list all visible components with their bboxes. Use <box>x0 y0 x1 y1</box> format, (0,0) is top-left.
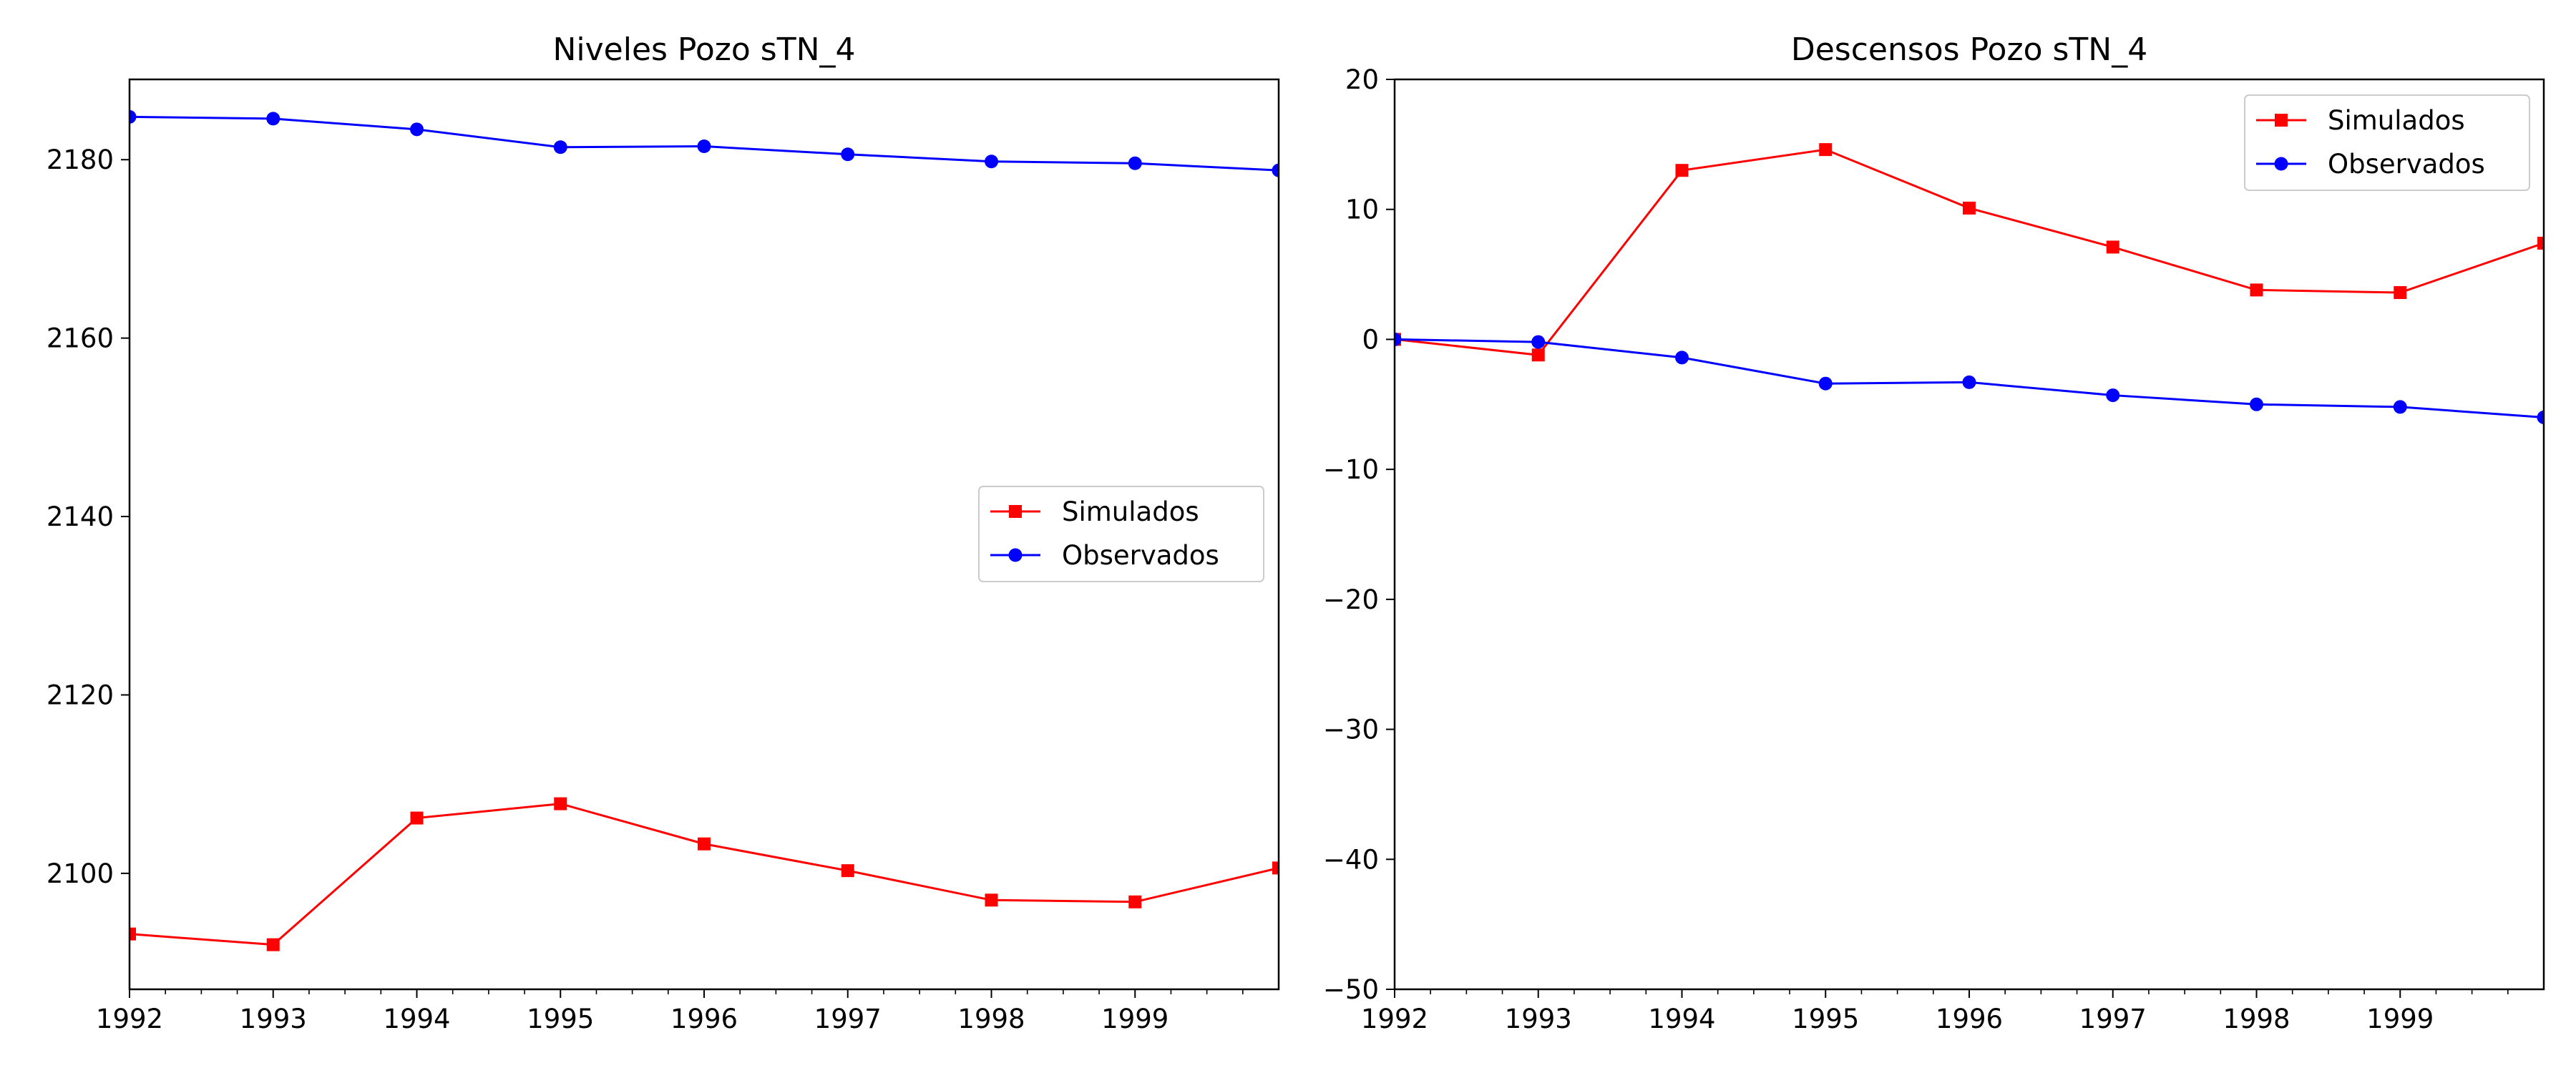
data-point <box>985 155 998 169</box>
x-tick-label: 1997 <box>814 1004 882 1034</box>
data-point <box>841 147 855 162</box>
x-tick-label: 1992 <box>96 1004 163 1034</box>
data-point <box>2106 240 2119 254</box>
data-point <box>130 927 136 941</box>
legend-label: Simulados <box>2328 105 2465 136</box>
axes-frame <box>128 78 1280 991</box>
data-point <box>266 112 280 126</box>
data-point <box>1128 895 1142 908</box>
x-tick-label: 1993 <box>1505 1004 1572 1034</box>
data-point <box>1531 348 1545 362</box>
x-tick-label: 1997 <box>2079 1004 2147 1034</box>
data-point <box>1675 164 1689 177</box>
y-tick-label: 2100 <box>47 858 114 889</box>
y-tick-label: 2180 <box>47 144 114 175</box>
data-point <box>1395 332 1402 346</box>
x-tick-label: 1993 <box>240 1004 307 1034</box>
series-group <box>130 109 1279 951</box>
chart-descensos: Descensos Pozo sTN_4 20 10 0 −10 −20 −30 −40 −50… <box>1323 31 2545 1034</box>
y-tick-label: 2140 <box>47 501 114 532</box>
y-tick-label: −20 <box>1323 584 1379 615</box>
data-point <box>410 122 424 137</box>
y-tick-label: 2120 <box>47 680 114 710</box>
x-tick-label: 1999 <box>2366 1004 2434 1034</box>
data-point <box>2537 236 2544 250</box>
legend-marker <box>1008 548 1023 562</box>
x-tick-label: 1995 <box>1792 1004 1859 1034</box>
x-tick-label: 1994 <box>1648 1004 1715 1034</box>
x-tick-label: 1999 <box>1101 1004 1169 1034</box>
x-tick-label: 1995 <box>527 1004 594 1034</box>
data-point <box>1818 376 1833 391</box>
data-point <box>2394 286 2407 300</box>
data-point <box>1531 335 1546 349</box>
legend-marker <box>1009 505 1022 518</box>
y-tick-label: 20 <box>1345 64 1379 95</box>
x-tick-label: 1994 <box>383 1004 450 1034</box>
data-point <box>2250 397 2263 411</box>
y-tick-label: −50 <box>1323 974 1379 1005</box>
x-tick-label: 1998 <box>957 1004 1025 1034</box>
data-point <box>1128 156 1142 170</box>
legend-marker <box>2275 114 2288 127</box>
legend-label: Observados <box>1062 540 1219 571</box>
data-point <box>130 109 137 124</box>
data-point <box>2250 283 2263 297</box>
data-point <box>553 140 567 155</box>
data-point <box>698 837 711 851</box>
y-tick-label: −40 <box>1323 844 1379 875</box>
chart-title: Descensos Pozo sTN_4 <box>1791 31 2147 68</box>
series-group <box>1395 143 2544 424</box>
legend: Simulados Observados <box>978 486 1264 582</box>
data-point <box>985 893 998 907</box>
data-point <box>2537 410 2544 424</box>
data-point <box>266 938 280 951</box>
y-tick-label: 0 <box>1362 324 1379 355</box>
axes-frame <box>1393 78 2545 991</box>
data-point <box>1675 351 1689 365</box>
y-tick-label: −10 <box>1323 454 1379 485</box>
series-line-simulados <box>130 803 1279 946</box>
chart-title: Niveles Pozo sTN_4 <box>552 31 855 68</box>
y-tick-label: −30 <box>1323 715 1379 745</box>
data-point <box>1272 861 1279 875</box>
data-point <box>1963 201 1976 215</box>
data-point <box>554 797 567 810</box>
legend-label: Simulados <box>1062 496 1199 527</box>
data-point <box>2393 400 2407 414</box>
data-point <box>1962 375 1976 389</box>
data-point <box>697 139 711 154</box>
data-point <box>410 811 424 825</box>
legend-marker <box>2274 157 2288 171</box>
legend: Simulados Observados <box>2244 94 2530 191</box>
legend-box <box>2244 94 2530 191</box>
legend-label: Observados <box>2328 149 2485 180</box>
data-point <box>841 864 854 878</box>
x-tick-label: 1996 <box>670 1004 738 1034</box>
x-tick-label: 1998 <box>2223 1004 2290 1034</box>
data-point <box>2106 388 2120 403</box>
x-tick-label: 1992 <box>1361 1004 1428 1034</box>
data-point <box>1819 143 1833 157</box>
chart-niveles: Niveles Pozo sTN_4 2100 2120 2140 2160 2180 19… <box>47 31 1280 1034</box>
y-tick-label: 10 <box>1345 195 1379 225</box>
legend-box <box>978 486 1264 582</box>
x-tick-label: 1996 <box>1936 1004 2003 1034</box>
y-tick-label: 2160 <box>47 323 114 354</box>
data-point <box>1272 163 1279 177</box>
